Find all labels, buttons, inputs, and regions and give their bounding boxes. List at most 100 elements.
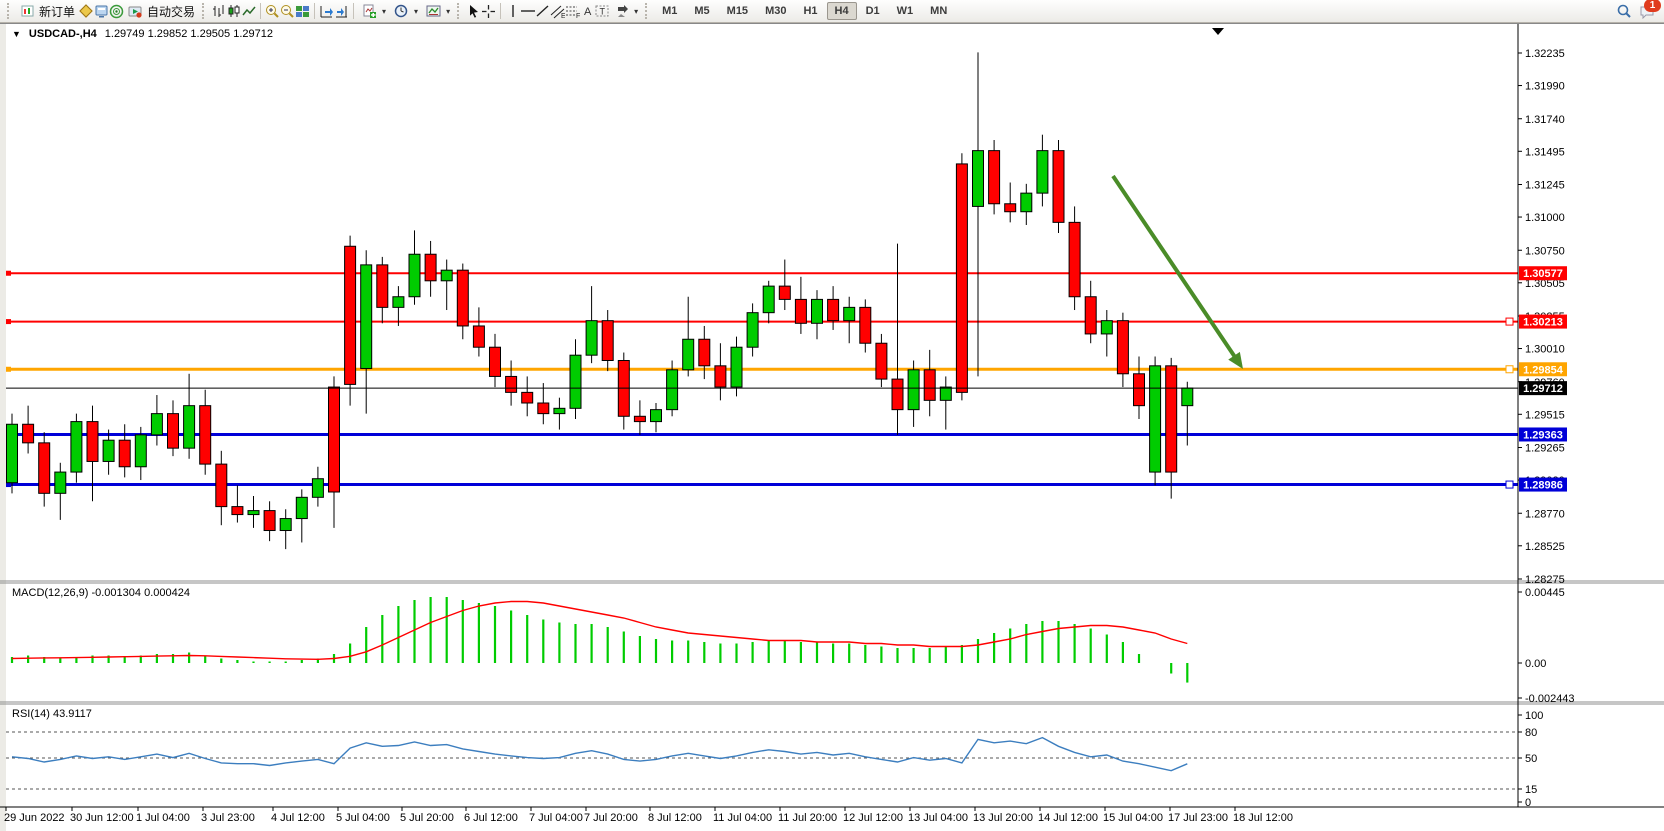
template-icon: [426, 4, 441, 19]
timeframe-button-m15[interactable]: M15: [726, 5, 749, 17]
svg-text:7 Jul 20:00: 7 Jul 20:00: [584, 812, 638, 824]
signals-icon[interactable]: [109, 4, 124, 19]
autotrading-label: 自动交易: [147, 4, 196, 19]
auto-scroll-icon[interactable]: [319, 4, 334, 19]
svg-text:7 Jul 04:00: 7 Jul 04:00: [529, 812, 583, 824]
search-icon[interactable]: [1616, 4, 1631, 19]
svg-text:17 Jul 23:00: 17 Jul 23:00: [1168, 812, 1228, 824]
svg-text:0: 0: [1525, 797, 1531, 809]
market-watch-icon[interactable]: [94, 4, 109, 19]
timeframe-button-w1[interactable]: W1: [896, 5, 914, 17]
clock-icon: [394, 4, 409, 19]
periods-menu-button[interactable]: ▾: [390, 2, 422, 21]
timeframe-button-d1[interactable]: D1: [865, 5, 880, 17]
svg-text:3 Jul 23:00: 3 Jul 23:00: [201, 812, 255, 824]
dropdown-caret: ▾: [382, 6, 387, 16]
timeframe-button-mn[interactable]: MN: [930, 5, 948, 17]
svg-text:-0.002443: -0.002443: [1525, 693, 1575, 705]
arrows-menu-button[interactable]: ▾: [610, 2, 642, 21]
text-label-tool-icon[interactable]: T: [595, 4, 610, 19]
templates-menu-button[interactable]: ▾: [422, 2, 454, 21]
group-grip: [202, 3, 208, 19]
svg-text:50: 50: [1525, 753, 1537, 765]
svg-text:14 Jul 12:00: 14 Jul 12:00: [1038, 812, 1098, 824]
text-tool-icon[interactable]: A: [580, 4, 595, 19]
panel-separators: [0, 580, 1664, 808]
svg-text:1.31245: 1.31245: [1525, 180, 1565, 192]
candlestick-chart-icon[interactable]: [226, 4, 241, 19]
timeframe-button-m1[interactable]: M1: [662, 5, 678, 17]
svg-text:1.28275: 1.28275: [1525, 574, 1565, 586]
line-chart-icon[interactable]: [241, 4, 256, 19]
time-axis[interactable]: 29 Jun 2022 30 Jun 12:00 1 Jul 04:00 3 Jul …: [4, 807, 1293, 824]
timeframe-group: M1 M5 M15 M30 H1 H4 D1 W1 MN: [654, 2, 955, 20]
svg-text:1.31740: 1.31740: [1525, 114, 1565, 126]
separator: [314, 3, 316, 19]
chart-canvas[interactable]: 1.32235 1.31990 1.31740 1.31495 1.31245 1.310…: [0, 24, 1664, 831]
svg-text:1.29265: 1.29265: [1525, 443, 1565, 455]
indicators-menu-button[interactable]: ▾: [358, 2, 390, 21]
trendline-tool-icon[interactable]: [535, 4, 550, 19]
svg-text:1.30010: 1.30010: [1525, 344, 1565, 356]
price-axis[interactable]: 1.32235 1.31990 1.31740 1.31495 1.31245 1.310…: [1517, 24, 1575, 809]
profiles-icon[interactable]: [79, 3, 94, 19]
trend-arrow: [1111, 174, 1243, 369]
tile-windows-icon[interactable]: [295, 4, 310, 19]
svg-text:T: T: [600, 7, 606, 17]
svg-text:13 Jul 20:00: 13 Jul 20:00: [973, 812, 1033, 824]
svg-text:30 Jun 12:00: 30 Jun 12:00: [70, 812, 134, 824]
svg-text:18 Jul 12:00: 18 Jul 12:00: [1233, 812, 1293, 824]
price-badges: 1.30577 1.30213 1.29854 1.29363 1.28986 1.297…: [1519, 266, 1567, 492]
svg-text:1.29363: 1.29363: [1523, 429, 1563, 441]
svg-text:0.00445: 0.00445: [1525, 587, 1565, 599]
svg-text:12 Jul 12:00: 12 Jul 12:00: [843, 812, 903, 824]
svg-text:15 Jul 04:00: 15 Jul 04:00: [1103, 812, 1163, 824]
svg-text:8 Jul 12:00: 8 Jul 12:00: [648, 812, 702, 824]
new-order-icon: [20, 4, 35, 19]
svg-text:1.30750: 1.30750: [1525, 245, 1565, 257]
svg-text:1.31000: 1.31000: [1525, 212, 1565, 224]
notifications-icon[interactable]: 1: [1639, 0, 1661, 19]
separator: [353, 3, 355, 19]
chart-window[interactable]: 1.32235 1.31990 1.31740 1.31495 1.31245 1.310…: [0, 23, 1664, 831]
timeframe-button-h4[interactable]: H4: [826, 2, 857, 20]
svg-text:13 Jul 04:00: 13 Jul 04:00: [908, 812, 968, 824]
svg-text:1.31990: 1.31990: [1525, 81, 1565, 93]
zoom-out-icon[interactable]: [280, 4, 295, 19]
timeframe-button-m5[interactable]: M5: [694, 5, 710, 17]
svg-text:5 Jul 04:00: 5 Jul 04:00: [336, 812, 390, 824]
autotrading-button[interactable]: 自动交易: [124, 1, 199, 22]
cursor-icon[interactable]: [466, 4, 481, 19]
horizontal-level-lines: [6, 270, 1518, 489]
svg-text:6 Jul 12:00: 6 Jul 12:00: [464, 812, 518, 824]
horizontal-line-tool-icon[interactable]: [520, 4, 536, 19]
chart-shift-icon[interactable]: [334, 4, 349, 19]
new-order-button[interactable]: 新订单: [16, 1, 79, 22]
rsi-panel: [6, 731, 1518, 790]
main-toolbar: 新订单 自动交易: [0, 0, 1664, 23]
vertical-line-tool-icon[interactable]: [505, 4, 520, 19]
chart-shift-marker: [1212, 28, 1224, 35]
svg-text:4 Jul 12:00: 4 Jul 12:00: [271, 812, 325, 824]
bar-chart-icon[interactable]: [211, 4, 226, 19]
timeframe-button-m30[interactable]: M30: [765, 5, 787, 17]
crosshair-icon[interactable]: [481, 4, 496, 19]
macd-panel: [10, 597, 1189, 683]
dropdown-caret: ▾: [634, 6, 639, 16]
svg-text:1 Jul 04:00: 1 Jul 04:00: [136, 812, 190, 824]
arrow-shapes-icon: [614, 4, 629, 19]
timeframe-button-h1[interactable]: H1: [803, 5, 818, 17]
candlesticks: [6, 52, 1194, 550]
svg-text:100: 100: [1525, 710, 1543, 722]
svg-text:1.28525: 1.28525: [1525, 541, 1565, 553]
svg-text:1.28986: 1.28986: [1523, 480, 1563, 492]
svg-text:11 Jul 20:00: 11 Jul 20:00: [778, 812, 837, 824]
svg-text:1.29854: 1.29854: [1523, 364, 1564, 376]
zoom-in-icon[interactable]: [265, 4, 280, 19]
svg-text:F: F: [576, 13, 580, 19]
channel-tool-icon[interactable]: E: [550, 4, 565, 19]
fibonacci-tool-icon[interactable]: F: [565, 4, 580, 19]
dropdown-caret: ▾: [414, 6, 419, 16]
svg-text:A: A: [584, 6, 592, 18]
dropdown-caret: ▾: [446, 6, 451, 16]
